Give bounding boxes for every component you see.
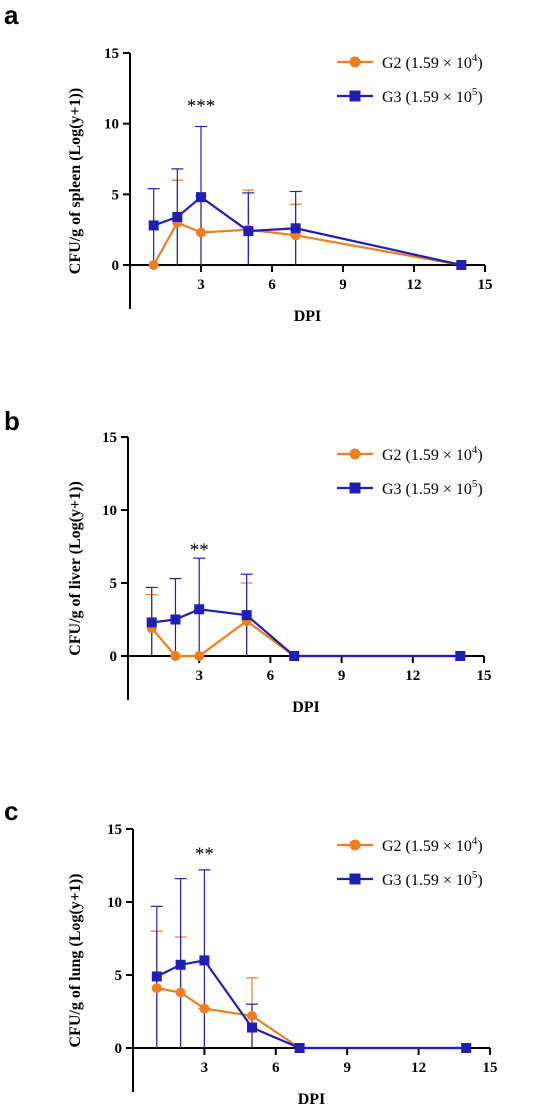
y-tick-label: 0	[110, 649, 118, 665]
panel-label: c	[4, 796, 18, 826]
data-point	[170, 614, 181, 625]
y-tick-label: 5	[112, 187, 120, 203]
data-point	[289, 651, 300, 661]
y-axis-title: CFU/g of lung (Log(y+1))	[67, 874, 84, 1048]
legend-marker	[349, 90, 361, 102]
chart-panel-a: a 0 5 10 15 3 6 9 12 15 DPI CFU/g of spleen (Log(y+…	[4, 0, 493, 325]
panel-label: a	[4, 0, 19, 30]
legend-entry-g3: G3 (1.59 × 105)	[382, 86, 483, 106]
chart-panel-b: b 0 5 10 15 3 6 9 12 15 DPI CFU/g of liver (Log(y+1…	[4, 406, 492, 716]
data-point	[461, 1043, 472, 1053]
data-point	[241, 610, 252, 621]
data-point	[196, 192, 206, 203]
data-point	[196, 227, 206, 238]
x-tick-label: 9	[339, 277, 347, 293]
series-g3	[147, 125, 302, 265]
data-point	[194, 651, 205, 661]
x-tick-label: 15	[478, 277, 493, 293]
legend: G2 (1.59 × 104) G3 (1.59 × 105)	[337, 52, 483, 106]
data-point	[247, 1010, 257, 1021]
x-axis-title: DPI	[298, 1091, 326, 1108]
x-tick-label: 3	[201, 1060, 209, 1076]
significance-marker: ***	[187, 96, 216, 117]
x-tick-label: 6	[268, 277, 276, 293]
data-point	[170, 651, 181, 661]
chart-panel-c: c 0 5 10 15 3 6 9 12 15 DPI CFU/g of lung (Log(y+1)…	[4, 796, 498, 1108]
y-tick-label: 5	[110, 576, 118, 592]
data-point	[243, 226, 254, 237]
data-point	[148, 260, 159, 270]
series-line-g2	[152, 221, 462, 267]
legend-marker	[349, 839, 361, 851]
legend-entry-g2: G2 (1.59 × 104)	[382, 52, 483, 72]
data-point	[455, 651, 466, 661]
x-tick-label: 15	[477, 668, 492, 684]
x-tick-label: 12	[405, 668, 420, 684]
series-line-g2	[150, 619, 461, 658]
y-axis-title: CFU/g of liver (Log(y+1))	[67, 481, 84, 656]
data-point	[294, 1043, 305, 1053]
legend: G2 (1.59 × 104) G3 (1.59 × 105)	[337, 835, 483, 889]
y-tick-label: 0	[115, 1041, 123, 1057]
legend-entry-g2: G2 (1.59 × 104)	[382, 444, 483, 464]
legend-entry-g3: G3 (1.59 × 105)	[382, 478, 483, 498]
x-tick-label: 3	[195, 668, 203, 684]
data-point	[146, 617, 157, 628]
x-tick-label: 9	[338, 668, 346, 684]
x-tick-label: 9	[343, 1060, 351, 1076]
y-tick-label: 10	[107, 895, 122, 911]
legend: G2 (1.59 × 104) G3 (1.59 × 105)	[337, 444, 483, 498]
legend-marker	[349, 482, 361, 494]
data-point	[199, 1003, 210, 1014]
x-tick-label: 12	[411, 1060, 426, 1076]
data-point	[151, 983, 162, 994]
y-tick-label: 15	[102, 430, 117, 446]
legend-entry-g2: G2 (1.59 × 104)	[382, 835, 483, 855]
x-tick-label: 3	[197, 277, 205, 293]
y-tick-label: 15	[104, 46, 119, 62]
legend-marker	[349, 56, 361, 68]
data-point	[172, 211, 183, 222]
x-axis-title: DPI	[294, 308, 322, 325]
y-axis-title: CFU/g of spleen (Log(y+1))	[67, 88, 84, 274]
data-point	[175, 959, 186, 970]
data-point	[148, 220, 159, 231]
data-point	[290, 223, 301, 234]
data-point	[175, 987, 186, 998]
x-tick-label: 6	[267, 668, 275, 684]
legend-entry-g3: G3 (1.59 × 105)	[382, 869, 483, 889]
x-tick-label: 6	[272, 1060, 280, 1076]
x-tick-label: 15	[483, 1060, 498, 1076]
series-line-g3	[151, 608, 461, 658]
data-point	[194, 604, 205, 615]
y-tick-label: 10	[104, 117, 119, 133]
y-tick-label: 5	[115, 968, 123, 984]
y-tick-label: 15	[107, 822, 122, 838]
data-point	[456, 260, 467, 270]
data-point	[247, 1022, 257, 1033]
significance-marker: **	[190, 540, 209, 561]
y-tick-label: 0	[112, 258, 120, 274]
legend-marker	[349, 448, 361, 460]
data-point	[151, 971, 162, 982]
legend-marker	[349, 873, 361, 885]
x-tick-label: 12	[407, 277, 422, 293]
x-axis-title: DPI	[292, 699, 320, 716]
panel-label: b	[4, 406, 20, 436]
significance-marker: **	[195, 844, 214, 865]
data-point	[199, 955, 210, 966]
y-tick-label: 10	[102, 503, 117, 519]
series-line-g2	[156, 987, 467, 1050]
